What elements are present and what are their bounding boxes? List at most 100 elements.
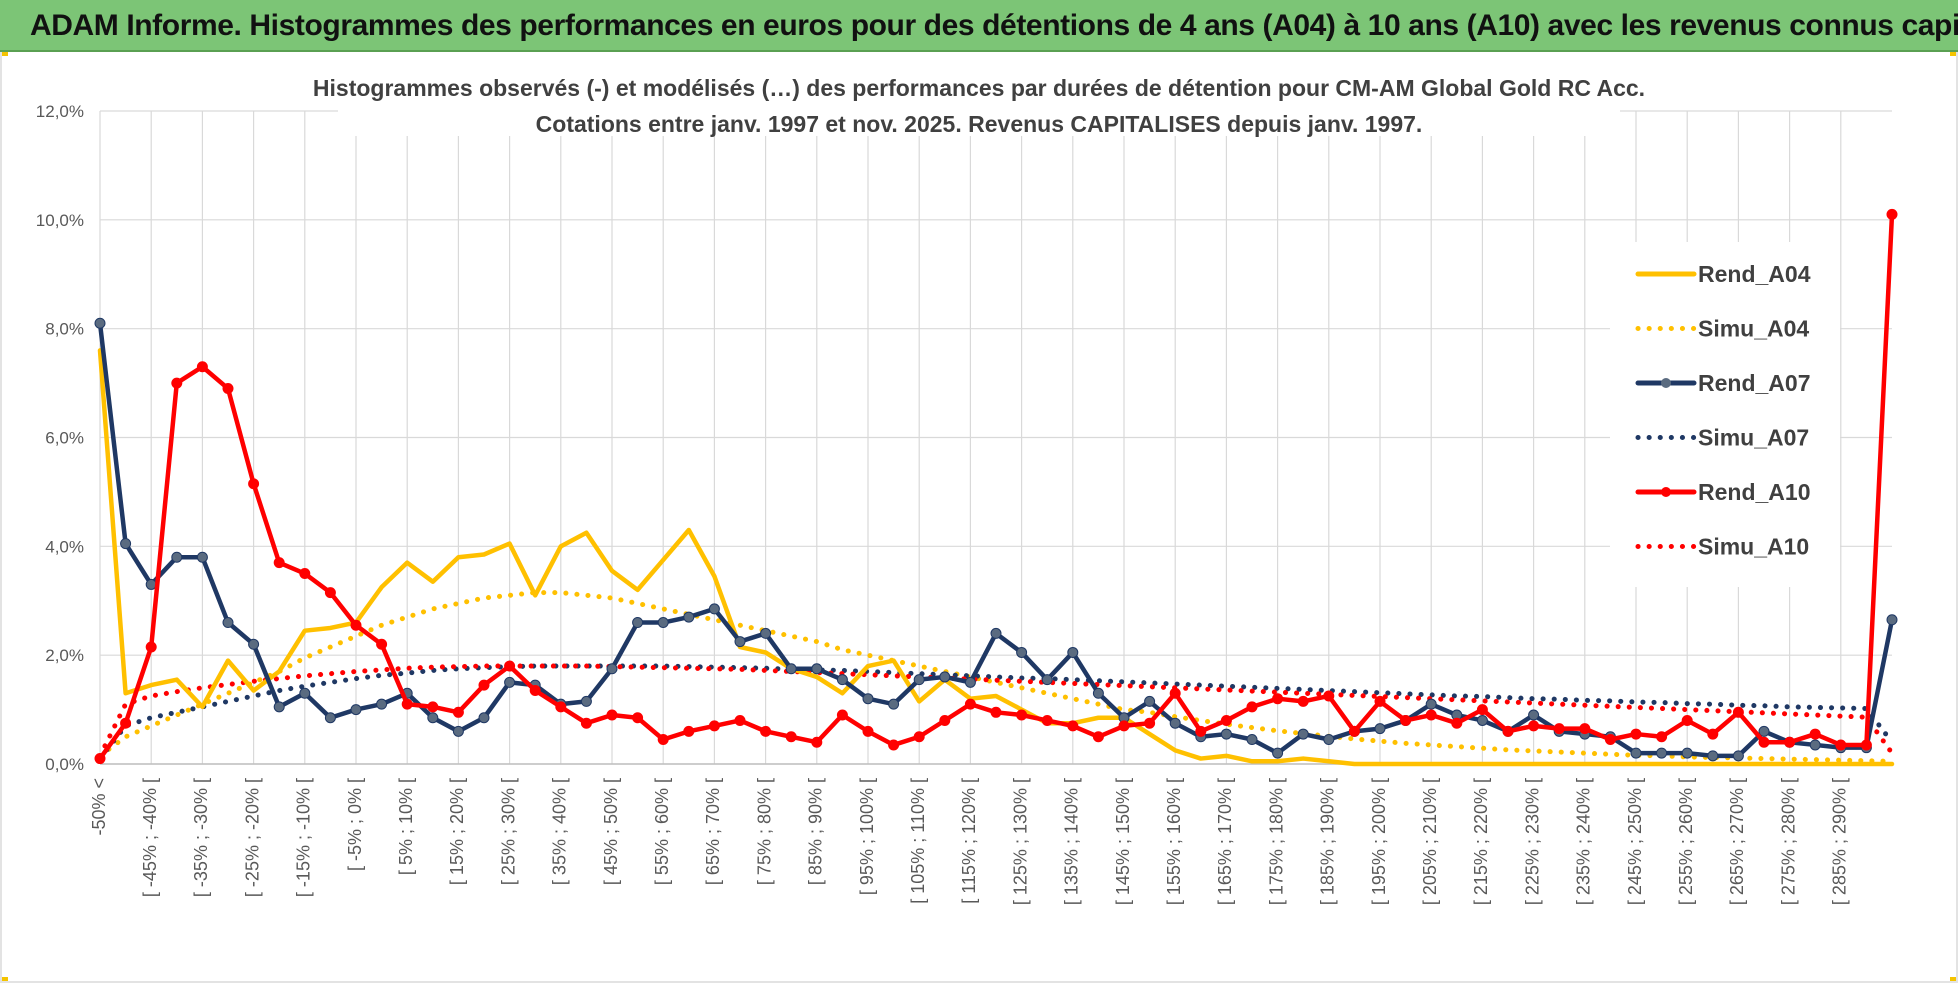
x-tick-label: [ 185% ; 190% [ [1318,778,1338,905]
data-point-rend-a10 [811,736,823,748]
data-point-rend-a07 [1016,646,1028,658]
data-point-rend-a10 [1604,734,1616,746]
data-point-rend-a10 [1220,714,1232,726]
y-tick-label: 0,0% [45,755,84,774]
data-point-rend-a10 [1016,709,1028,721]
legend-label: Simu_A10 [1698,534,1809,560]
data-point-rend-a10 [1451,717,1463,729]
data-point-rend-a07 [350,704,362,716]
chart-title-line-2: Cotations entre janv. 1997 et nov. 2025.… [536,111,1423,137]
chart-frame: 0,0% 2,0% 4,0% 6,0% 8,0% 10,0% 12,0% -50% < [ -… [0,52,1958,983]
data-point-rend-a10 [1246,701,1258,713]
data-point-rend-a07 [376,698,388,710]
data-point-rend-a07 [427,712,439,724]
data-point-rend-a10 [1784,736,1796,748]
y-tick-label: 10,0% [36,211,84,230]
legend-label: Rend_A07 [1698,370,1810,396]
data-point-rend-a07 [708,603,720,615]
data-point-rend-a10 [222,383,234,395]
data-point-rend-a10 [913,731,925,743]
data-point-rend-a10 [299,568,311,580]
x-tick-label: [ 235% ; 240% [ [1574,778,1594,905]
data-point-rend-a07 [248,638,260,650]
x-tick-label: [ 165% ; 170% [ [1215,778,1235,905]
data-point-rend-a07 [1758,725,1770,737]
x-tick-label: [ -15% ; -10% [ [294,778,314,897]
data-point-rend-a10 [606,709,618,721]
data-point-rend-a07 [1476,714,1488,726]
x-tick-label: [ 155% ; 160% [ [1164,778,1184,905]
legend-label: Rend_A04 [1698,261,1811,287]
data-point-rend-a10 [734,714,746,726]
data-point-rend-a07 [657,617,669,629]
x-tick-label: [ 75% ; 80% [ [754,778,774,885]
data-point-rend-a10 [248,478,260,490]
data-point-rend-a07 [222,617,234,629]
data-point-rend-a07 [1041,674,1053,686]
legend-label: Simu_A04 [1698,316,1809,342]
data-point-rend-a10 [504,660,516,672]
data-point-rend-a07 [1707,750,1719,762]
data-point-rend-a07 [120,538,132,550]
data-point-rend-a10 [1732,706,1744,718]
data-point-rend-a07 [1272,747,1284,759]
y-tick-label: 4,0% [45,537,84,556]
data-point-rend-a10 [1656,731,1668,743]
data-point-rend-a10 [1579,723,1591,735]
data-point-rend-a10 [888,739,900,751]
data-point-rend-a10 [1476,704,1488,716]
y-tick-label: 12,0% [36,102,84,121]
data-point-rend-a10 [964,698,976,710]
data-point-rend-a07 [1067,646,1079,658]
data-point-rend-a07 [94,317,106,329]
x-tick-label: [ 35% ; 40% [ [550,778,570,885]
legend-background [1610,242,1840,587]
data-point-rend-a07 [1656,747,1668,759]
x-tick-label: [ -5% ; 0% [ [345,778,365,871]
data-point-rend-a07 [196,551,208,563]
report-title: ADAM Informe. Histogrammes des performan… [30,9,1958,42]
legend-marker [1661,487,1671,497]
x-tick-label: [ 115% ; 120% [ [959,778,979,904]
data-point-rend-a10 [1835,739,1847,751]
data-point-rend-a07 [1169,717,1181,729]
x-tick-label: [ 275% ; 280% [ [1778,778,1798,905]
data-point-rend-a10 [990,706,1002,718]
data-point-rend-a10 [196,361,208,373]
x-tick-label: [ 85% ; 90% [ [806,778,826,885]
data-point-rend-a07 [1630,747,1642,759]
data-point-rend-a07 [1528,709,1540,721]
report-banner: ADAM Informe. Histogrammes des performan… [0,0,1958,52]
data-point-rend-a07 [785,663,797,675]
data-point-rend-a10 [120,717,132,729]
data-point-rend-a10 [708,720,720,732]
legend-label: Rend_A10 [1698,479,1810,505]
data-point-rend-a07 [504,676,516,688]
y-tick-label: 6,0% [45,429,84,448]
x-tick-label: [ 135% ; 140% [ [1062,778,1082,905]
data-point-rend-a10 [1630,728,1642,740]
data-point-rend-a07 [299,687,311,699]
x-tick-label: [ 205% ; 210% [ [1420,778,1440,905]
data-point-rend-a10 [1144,717,1156,729]
data-point-rend-a10 [632,712,644,724]
x-tick-label: [ -45% ; -40% [ [140,778,160,897]
series-line-simu-a04 [97,590,1895,764]
legend-label: Simu_A07 [1698,425,1809,451]
corner-marker-bottom-right [1950,977,1956,981]
x-tick-label: [ 285% ; 290% [ [1830,778,1850,905]
x-tick-label: [ -35% ; -30% [ [191,778,211,897]
data-point-rend-a07 [1374,723,1386,735]
data-point-rend-a07 [452,725,464,737]
data-point-rend-a10 [760,725,772,737]
data-point-rend-a07 [811,663,823,675]
data-point-rend-a07 [1092,687,1104,699]
x-tick-label: [ 195% ; 200% [ [1369,778,1389,905]
data-point-rend-a10 [1400,714,1412,726]
data-point-rend-a07 [1323,734,1335,746]
data-point-rend-a07 [273,701,285,713]
data-point-rend-a10 [555,701,567,713]
data-point-rend-a10 [1169,687,1181,699]
data-point-rend-a10 [1067,720,1079,732]
data-point-rend-a10 [401,698,413,710]
